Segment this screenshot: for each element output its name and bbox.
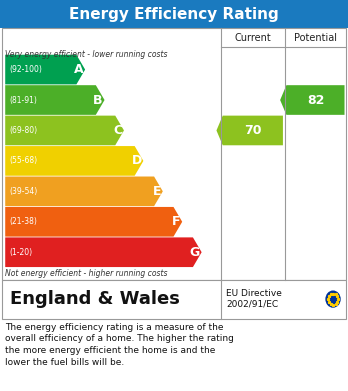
- Text: 82: 82: [307, 93, 324, 106]
- Text: (92-100): (92-100): [9, 65, 42, 74]
- Text: D: D: [132, 154, 142, 167]
- Text: 70: 70: [244, 124, 262, 137]
- Bar: [0, 0, 348, 28]
- Text: England & Wales: England & Wales: [10, 290, 180, 308]
- Text: Not energy efficient - higher running costs: Not energy efficient - higher running co…: [5, 269, 168, 278]
- Text: (55-68): (55-68): [9, 156, 38, 165]
- Text: E: E: [152, 185, 161, 198]
- Polygon shape: [5, 85, 104, 115]
- Text: (21-38): (21-38): [9, 217, 37, 226]
- Bar: [2, 28, 346, 280]
- Polygon shape: [5, 116, 124, 145]
- Text: Potential: Potential: [294, 32, 337, 43]
- Polygon shape: [5, 55, 85, 84]
- Text: C: C: [113, 124, 122, 137]
- Text: (1-20): (1-20): [9, 248, 32, 257]
- Text: Very energy efficient - lower running costs: Very energy efficient - lower running co…: [5, 50, 168, 59]
- Text: G: G: [190, 246, 200, 259]
- Polygon shape: [216, 116, 283, 145]
- Text: F: F: [172, 215, 181, 228]
- Text: Energy Efficiency Rating: Energy Efficiency Rating: [69, 7, 279, 22]
- Text: (81-91): (81-91): [9, 95, 37, 104]
- Text: (39-54): (39-54): [9, 187, 38, 196]
- Polygon shape: [5, 146, 143, 176]
- Text: The energy efficiency rating is a measure of the
overall efficiency of a home. T: The energy efficiency rating is a measur…: [5, 323, 234, 367]
- Text: Current: Current: [235, 32, 271, 43]
- Circle shape: [325, 291, 341, 308]
- Polygon shape: [5, 207, 182, 237]
- Polygon shape: [280, 85, 345, 115]
- Polygon shape: [5, 237, 201, 267]
- Text: EU Directive
2002/91/EC: EU Directive 2002/91/EC: [226, 289, 282, 309]
- Polygon shape: [5, 176, 163, 206]
- Bar: [2, 280, 346, 319]
- Text: (69-80): (69-80): [9, 126, 38, 135]
- Text: B: B: [93, 93, 103, 106]
- Text: A: A: [74, 63, 84, 76]
